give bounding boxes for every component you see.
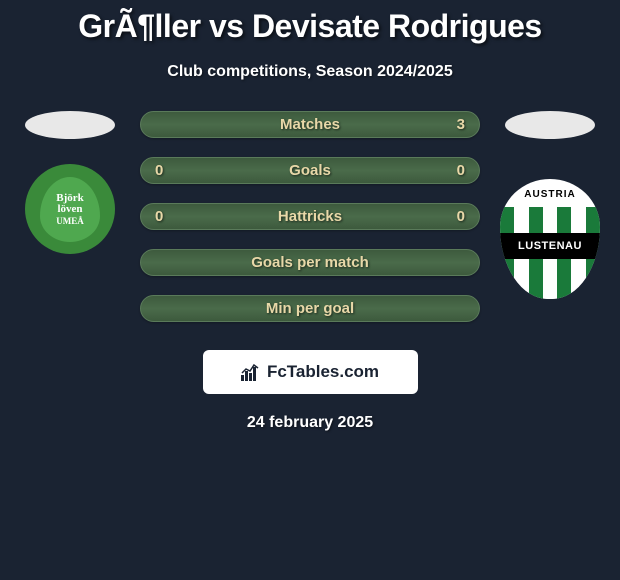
comparison-card: GrÃ¶ller vs Devisate Rodrigues Club comp… — [0, 0, 620, 432]
leaf-icon: Björk löven UMEÅ — [40, 177, 100, 242]
stat-label: Goals per match — [251, 254, 369, 271]
club-badge-right: AUSTRIA LUSTENAU — [500, 179, 600, 299]
stat-label: Hattricks — [278, 208, 342, 225]
badge-left-line2: löven — [57, 204, 82, 215]
stats-area: Björk löven UMEÅ Matches 3 0 Goals 0 0 — [0, 111, 620, 322]
branding-box[interactable]: FcTables.com — [203, 350, 418, 394]
branding-text: FcTables.com — [267, 362, 379, 382]
stat-row-goals-per-match: Goals per match — [140, 249, 480, 276]
stat-label: Goals — [289, 162, 331, 179]
badge-right-top-text: AUSTRIA — [500, 189, 600, 200]
stat-row-goals: 0 Goals 0 — [140, 157, 480, 184]
stat-right-value: 3 — [457, 116, 465, 133]
stat-left-value: 0 — [155, 162, 163, 179]
player-left-column: Björk löven UMEÅ — [20, 111, 120, 254]
stats-list: Matches 3 0 Goals 0 0 Hattricks 0 Goals … — [140, 111, 480, 322]
date-line: 24 february 2025 — [0, 414, 620, 432]
stat-row-matches: Matches 3 — [140, 111, 480, 138]
subtitle: Club competitions, Season 2024/2025 — [0, 63, 620, 81]
stat-right-value: 0 — [457, 208, 465, 225]
club-badge-left-inner: Björk löven UMEÅ — [35, 174, 105, 244]
stat-right-value: 0 — [457, 162, 465, 179]
page-title: GrÃ¶ller vs Devisate Rodrigues — [0, 8, 620, 45]
player-left-silhouette — [25, 111, 115, 139]
stat-label: Min per goal — [266, 300, 354, 317]
stat-left-value: 0 — [155, 208, 163, 225]
player-right-silhouette — [505, 111, 595, 139]
badge-left-line3: UMEÅ — [56, 217, 84, 226]
bar-chart-icon — [241, 363, 261, 381]
player-right-column: AUSTRIA LUSTENAU — [500, 111, 600, 299]
badge-left-line1: Björk — [56, 193, 84, 204]
stat-row-min-per-goal: Min per goal — [140, 295, 480, 322]
badge-right-band: LUSTENAU — [500, 233, 600, 259]
stat-label: Matches — [280, 116, 340, 133]
club-badge-left: Björk löven UMEÅ — [25, 164, 115, 254]
stat-row-hattricks: 0 Hattricks 0 — [140, 203, 480, 230]
